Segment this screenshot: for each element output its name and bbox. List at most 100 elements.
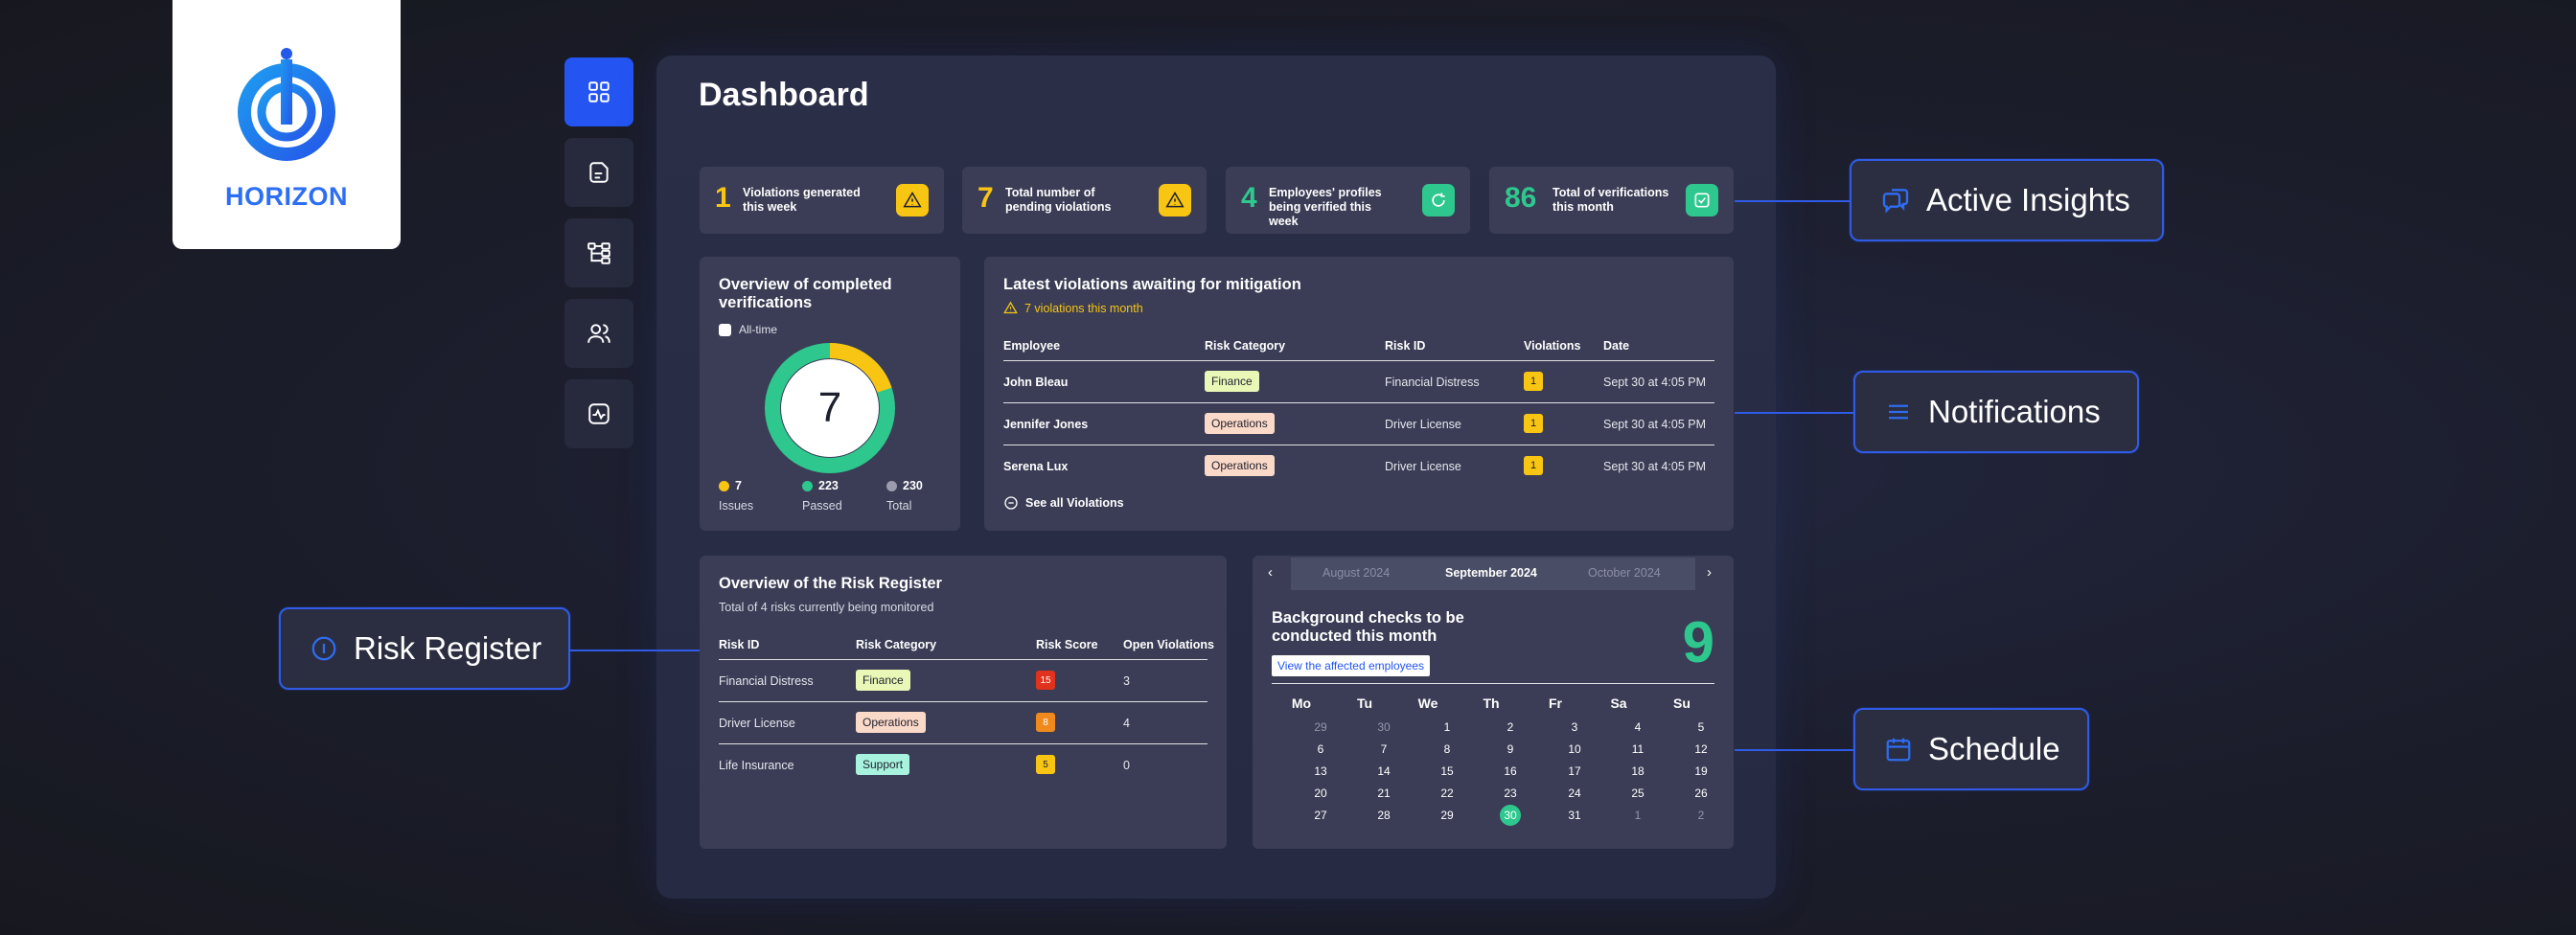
legend-label: Issues [719,499,754,513]
employee-name: Jennifer Jones [1003,418,1089,431]
calendar-day[interactable]: 25 [1631,787,1644,800]
violations-badge: 1 [1524,414,1543,433]
calendar-day[interactable]: 6 [1317,742,1324,756]
calendar-day[interactable]: 12 [1694,742,1708,756]
calendar-day[interactable]: 8 [1443,742,1451,756]
calendar-day[interactable]: 29 [1440,809,1454,822]
calendar-day[interactable]: 28 [1377,809,1391,822]
calendar-day[interactable]: 11 [1631,742,1644,756]
calendar-day[interactable]: 21 [1377,787,1391,800]
column-header[interactable]: Employee [1003,339,1061,353]
calendar-day[interactable]: 9 [1506,742,1514,756]
callout-label: Risk Register [354,630,542,666]
calendar-day[interactable]: 24 [1568,787,1581,800]
month-tab-next[interactable]: October 2024 [1588,566,1661,580]
nav-activity-button[interactable] [564,379,633,448]
verifications-donut-chart [765,343,895,473]
month-tab-current[interactable]: September 2024 [1445,566,1537,580]
callout-label: Active Insights [1926,182,2130,217]
nav-dashboard-button[interactable] [564,57,633,126]
see-all-violations-link[interactable]: See all Violations [1003,495,1124,511]
checkbox-label: All-time [739,323,778,336]
calendar-day[interactable]: 1 [1634,809,1642,822]
legend-dot [719,480,729,491]
calendar-day[interactable]: 7 [1380,742,1388,756]
today-indicator [1500,805,1521,826]
legend-label: Total [886,499,912,513]
warning-icon [896,184,929,217]
calendar-day[interactable]: 10 [1568,742,1581,756]
open-violations: 4 [1123,717,1130,730]
calendar-icon [1886,738,1911,762]
legend-value: 230 [903,479,923,492]
calendar-day[interactable]: 4 [1634,720,1642,734]
weekday-header: Th [1483,696,1500,711]
column-header[interactable]: Date [1603,339,1630,353]
calendar-day[interactable]: 17 [1568,764,1581,778]
row-divider [719,659,1208,660]
risk-score-badge: 8 [1036,713,1055,732]
calendar-day[interactable]: 16 [1504,764,1517,778]
risk-register-callout: Risk Register [279,607,570,690]
legend-value: 223 [818,479,839,492]
calendar-day[interactable]: 3 [1571,720,1578,734]
nav-users-button[interactable] [564,299,633,368]
risk-id: Driver License [719,717,795,730]
users-icon [587,324,610,343]
column-header[interactable]: Risk ID [719,638,760,651]
calendar-day[interactable]: 26 [1694,787,1708,800]
calendar-day[interactable]: 15 [1440,764,1454,778]
stat-label: Employees' profiles being verified this … [1269,186,1382,228]
calendar-day[interactable]: 13 [1314,764,1327,778]
calendar-day[interactable]: 14 [1377,764,1391,778]
stat-card-violations-week[interactable]: 1 Violations generated this week [700,167,944,234]
legend-total: 230 Total [886,479,923,513]
column-header[interactable]: Risk ID [1385,339,1426,353]
calendar-day[interactable]: 27 [1314,809,1327,822]
row-divider [1003,360,1714,361]
notifications-callout: Notifications [1853,371,2139,453]
stat-value: 4 [1241,182,1257,214]
risk-id: Driver License [1385,460,1461,473]
legend-passed: 223 Passed [802,479,842,513]
violations-badge: 1 [1524,456,1543,475]
column-header[interactable]: Open Violations [1123,638,1214,651]
calendar-day[interactable]: 2 [1697,809,1705,822]
stat-card-profiles-verified[interactable]: 4 Employees' profiles being verified thi… [1226,167,1470,234]
view-affected-employees-button[interactable]: View the affected employees [1272,655,1430,676]
month-tab-prev[interactable]: August 2024 [1322,566,1391,580]
calendar-day[interactable]: 18 [1631,764,1644,778]
calendar-day[interactable]: 1 [1443,720,1451,734]
calendar-day[interactable]: 29 [1314,720,1327,734]
calendar-day[interactable]: 22 [1440,787,1454,800]
calendar-day[interactable]: 5 [1697,720,1705,734]
nav-documents-button[interactable] [564,138,633,207]
all-time-checkbox[interactable]: All-time [719,323,777,336]
category-tag: Operations [856,712,926,733]
column-header[interactable]: Violations [1524,339,1581,353]
warning-icon [1159,184,1191,217]
calendar-divider [1272,683,1714,684]
calendar-day[interactable]: 2 [1506,720,1514,734]
column-header[interactable]: Risk Category [1205,339,1286,353]
stat-card-pending-violations[interactable]: 7 Total number of pending violations [962,167,1207,234]
more-circle-icon [1004,496,1018,510]
document-icon [589,162,609,183]
calendar-day[interactable]: 19 [1694,764,1708,778]
calendar-day[interactable]: 31 [1568,809,1581,822]
nav-hierarchy-button[interactable] [564,218,633,287]
next-month-button[interactable]: › [1707,564,1712,581]
prev-month-button[interactable]: ‹ [1268,564,1273,581]
risk-id: Driver License [1385,418,1461,431]
checkbox-box[interactable] [719,323,731,336]
calendar-day[interactable]: 30 [1504,809,1517,822]
weekday-header: Mo [1291,696,1312,711]
calendar-day[interactable]: 30 [1377,720,1391,734]
stat-card-verifications-month[interactable]: 86 Total of verifications this month [1489,167,1734,234]
menu-lines-icon [1889,404,1908,420]
column-header[interactable]: Risk Category [856,638,937,651]
calendar-day[interactable]: 20 [1314,787,1327,800]
weekday-header: Su [1673,696,1690,711]
column-header[interactable]: Risk Score [1036,638,1098,651]
calendar-day[interactable]: 23 [1504,787,1517,800]
